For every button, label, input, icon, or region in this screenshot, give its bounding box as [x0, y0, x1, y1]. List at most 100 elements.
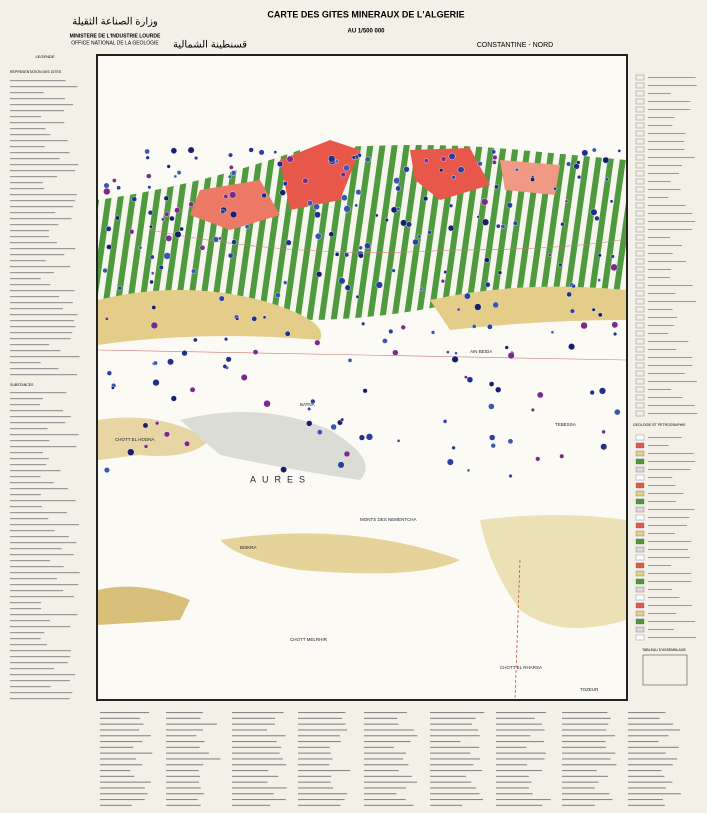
legend-line [648, 333, 669, 334]
site-symbol [102, 267, 108, 274]
index-line [430, 735, 480, 737]
legend-swatch [635, 162, 645, 169]
legend-line [10, 140, 68, 142]
legend-line [648, 533, 676, 534]
index-line [562, 781, 599, 783]
legend-line [648, 629, 674, 630]
legend-line [10, 410, 64, 412]
scale: AU 1/500 000 [347, 29, 385, 35]
legend-line [648, 589, 673, 590]
site-symbol [364, 242, 371, 250]
border [514, 559, 521, 701]
site-symbol [111, 386, 115, 390]
legend-line [10, 170, 76, 172]
legend-line [10, 680, 70, 682]
site-symbol [280, 466, 287, 473]
legend-line [10, 572, 80, 574]
legend-line [648, 133, 686, 134]
legend-line [10, 272, 54, 274]
legend-line [10, 566, 64, 568]
site-symbol [610, 263, 618, 272]
index-line [298, 717, 342, 719]
legend-line [648, 269, 672, 270]
legend-line [648, 365, 693, 366]
legend-swatch [635, 538, 645, 545]
legend-line [10, 266, 71, 268]
index-line [628, 735, 669, 737]
legend-line [10, 164, 79, 166]
legend-swatch [635, 522, 645, 529]
index-line [562, 799, 613, 801]
index-line [562, 723, 609, 725]
legend-line [10, 590, 64, 592]
site-symbol [571, 283, 576, 289]
legend-swatch [635, 330, 645, 337]
legend-section: GEOLOGIE ET PETROGRAPHIE [633, 423, 686, 427]
site-symbol [165, 235, 173, 242]
index-line [628, 799, 663, 801]
legend-line [648, 253, 673, 254]
site-symbol [310, 398, 316, 404]
legend-swatch [635, 130, 645, 137]
index-line [298, 781, 331, 783]
site-symbol [591, 307, 596, 312]
site-symbol [284, 330, 291, 337]
legend-line [648, 501, 676, 502]
legend-line [10, 80, 66, 82]
index-line [100, 723, 144, 725]
legend-line [10, 296, 60, 298]
legend-line [648, 213, 693, 214]
index-line [166, 764, 204, 766]
site-symbol [314, 339, 321, 346]
index-line [100, 764, 143, 766]
site-symbol [127, 448, 135, 456]
legend-swatch [635, 314, 645, 321]
site-symbol [340, 171, 346, 178]
site-symbol [580, 321, 588, 330]
legend-swatch [635, 458, 645, 465]
site-symbol [589, 390, 595, 396]
legend-line [648, 149, 685, 150]
site-symbol [611, 321, 619, 329]
site-symbol [244, 224, 250, 230]
site-symbol [504, 345, 509, 350]
legend-swatch [635, 506, 645, 513]
legend-swatch [635, 258, 645, 265]
legend-line [10, 338, 71, 340]
index-line [562, 804, 595, 806]
site-symbol [116, 185, 121, 191]
site-symbol [150, 321, 159, 330]
site-symbol [227, 174, 232, 179]
site-symbol [149, 254, 155, 260]
legend-line [648, 261, 686, 262]
site-symbol [564, 199, 569, 204]
legend-line [10, 206, 73, 208]
site-symbol [440, 279, 445, 284]
index-line [166, 799, 198, 801]
site-symbol [439, 168, 444, 173]
legend-title: LEGENDE [35, 54, 54, 59]
index-line [298, 746, 330, 748]
index-line [430, 804, 463, 806]
legend-swatch [635, 274, 645, 281]
red-zone [500, 160, 560, 195]
index-line [628, 804, 666, 806]
site-symbol [103, 467, 110, 474]
index-line [562, 770, 597, 772]
index-line [298, 712, 346, 714]
index-line [298, 752, 331, 754]
site-symbol [396, 439, 401, 443]
site-symbol [144, 148, 150, 155]
site-symbol [258, 149, 265, 156]
legend-line [648, 101, 691, 102]
site-symbol [471, 324, 477, 329]
site-symbol [347, 358, 353, 363]
index-line [232, 712, 284, 714]
index-line [166, 781, 199, 783]
index-line [496, 787, 529, 789]
legend-swatch [635, 618, 645, 625]
legend-line [10, 308, 63, 310]
legend-line [648, 405, 695, 406]
site-symbol [105, 316, 109, 321]
legend-line [648, 469, 691, 470]
